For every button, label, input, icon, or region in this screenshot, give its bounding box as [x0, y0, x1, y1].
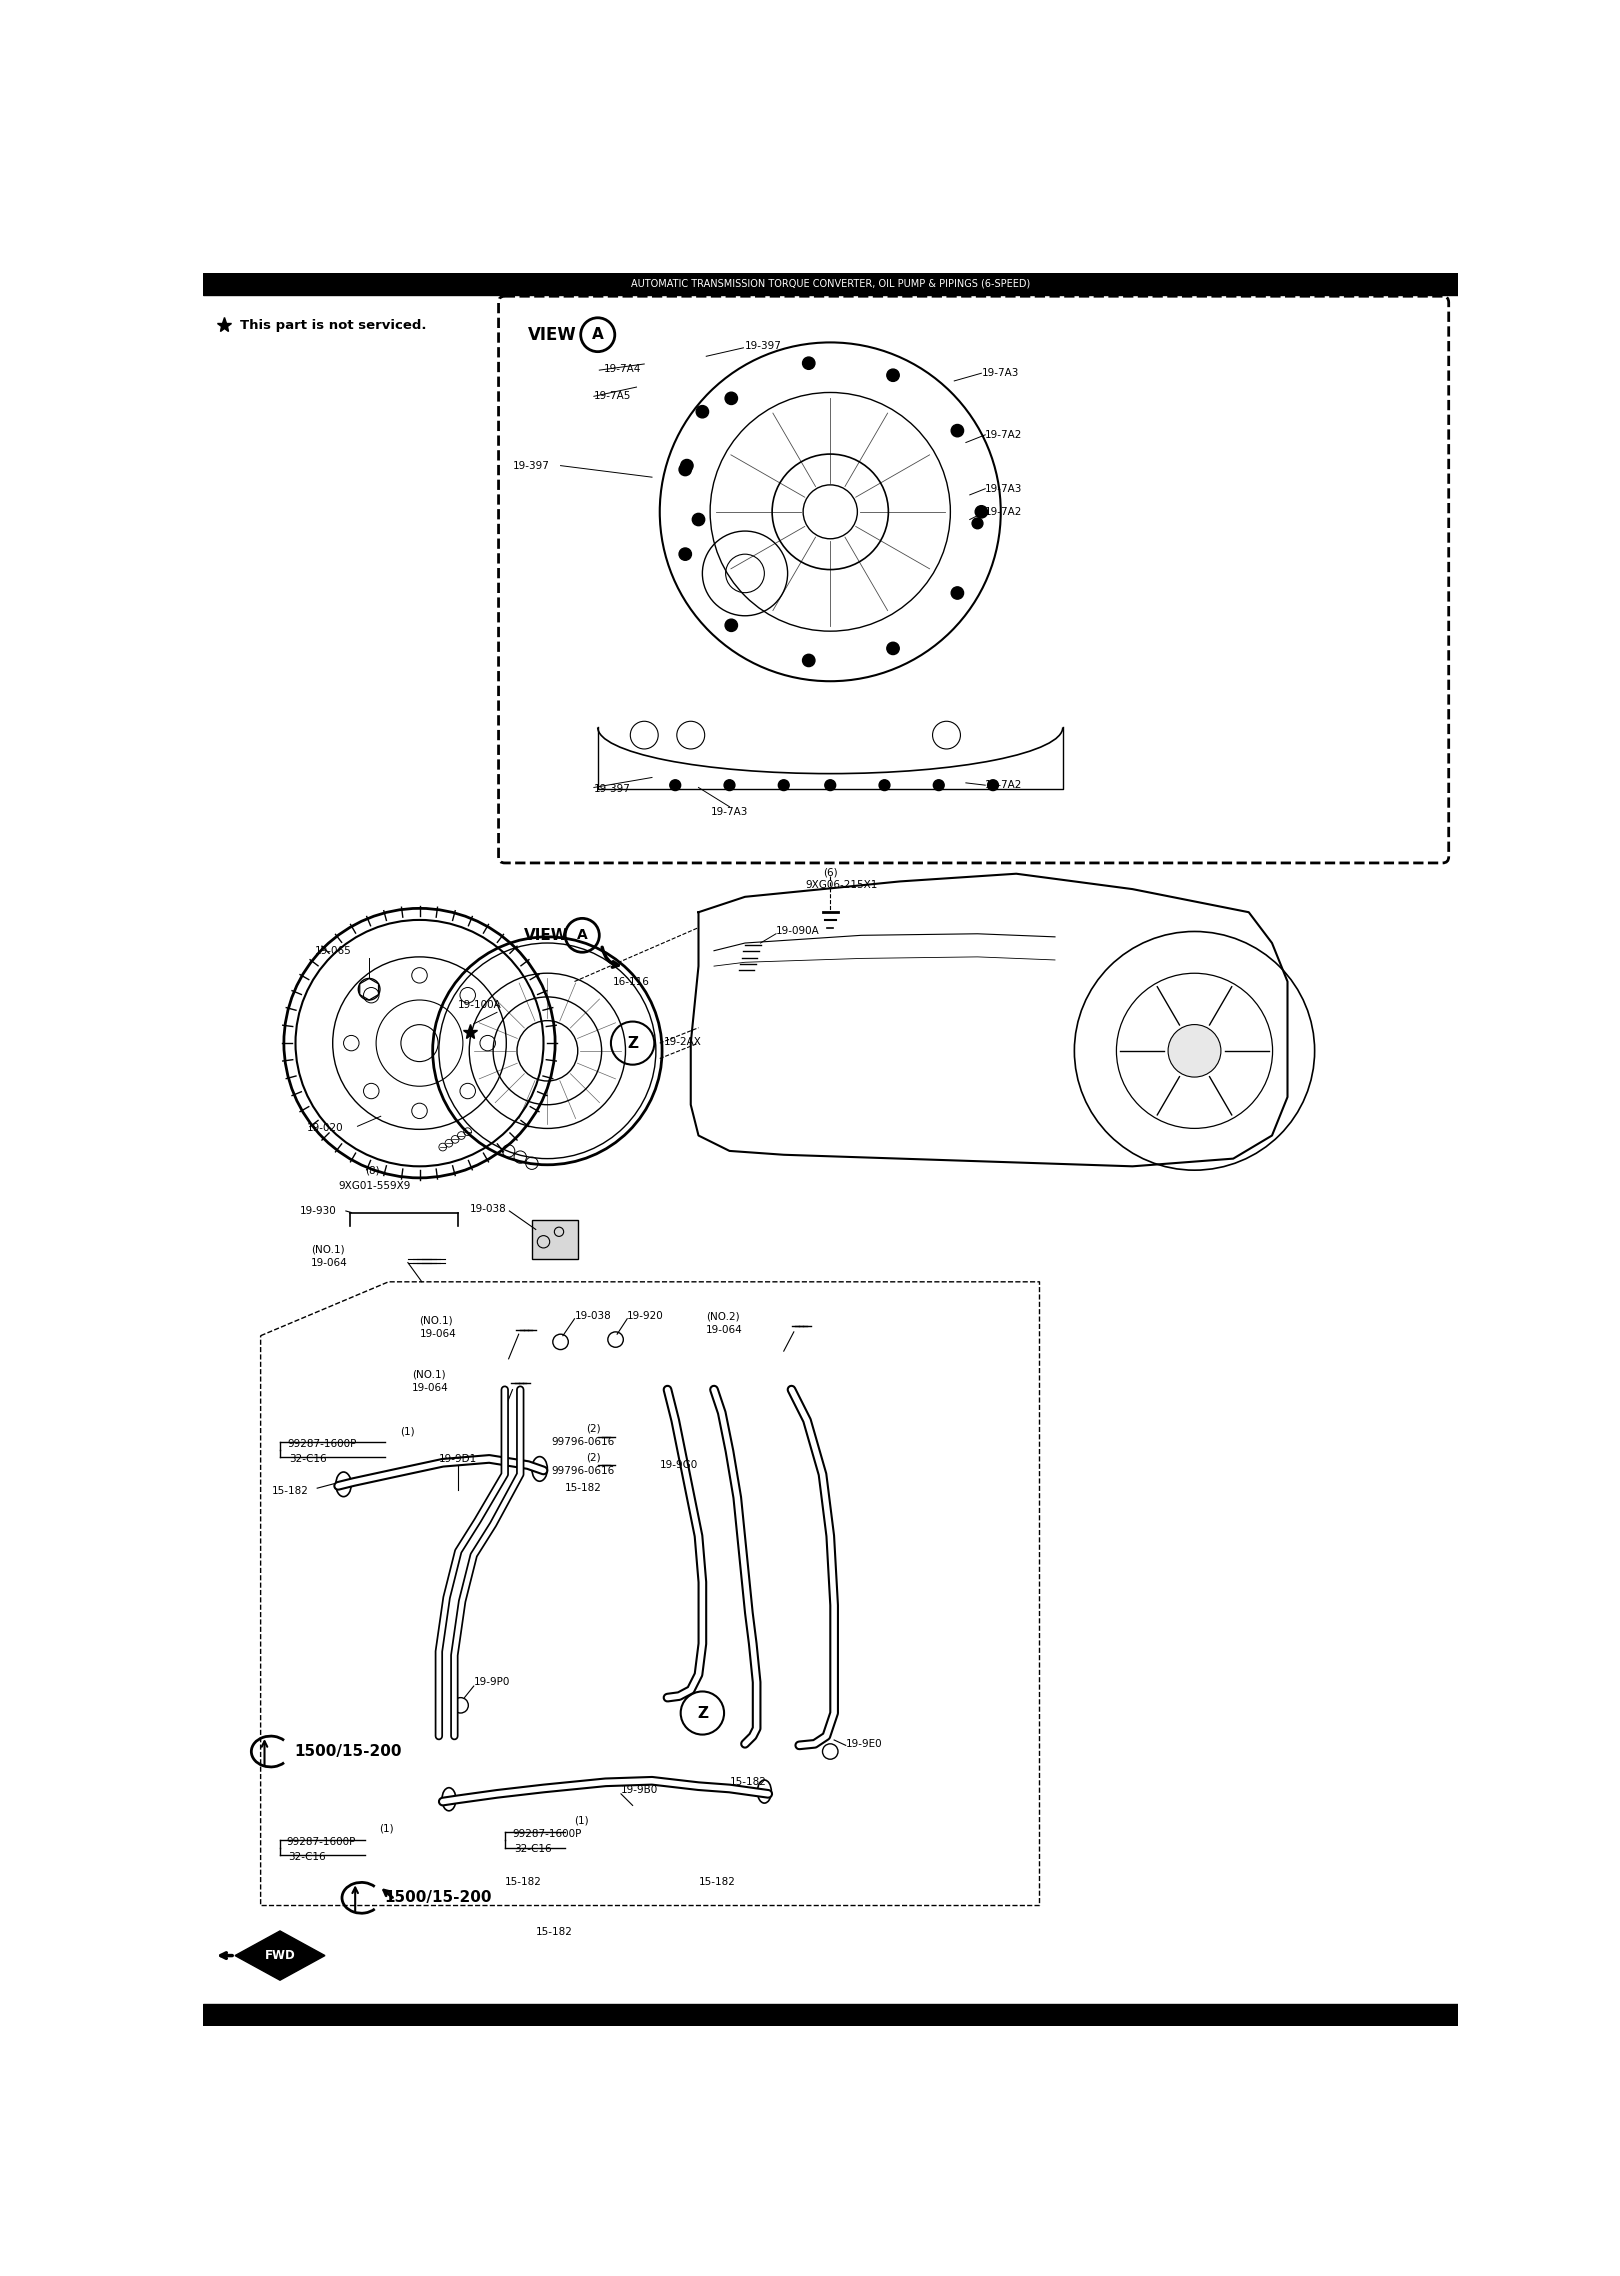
Text: 15-182: 15-182 [536, 1928, 572, 1937]
Text: VIEW: VIEW [528, 325, 577, 344]
Circle shape [880, 781, 889, 790]
Text: 19-7A2: 19-7A2 [985, 508, 1022, 517]
Text: (NO.2): (NO.2) [706, 1311, 740, 1322]
Text: 99796-0616: 99796-0616 [551, 1466, 614, 1477]
Circle shape [1168, 1024, 1221, 1077]
Circle shape [778, 781, 789, 790]
Text: 19-064: 19-064 [420, 1329, 457, 1338]
Text: 19-2AX: 19-2AX [664, 1036, 701, 1047]
Circle shape [726, 619, 737, 630]
Text: (2): (2) [586, 1422, 601, 1434]
Circle shape [802, 653, 815, 667]
Text: (NO.1): (NO.1) [411, 1370, 446, 1379]
Text: 19-7A2: 19-7A2 [985, 781, 1022, 790]
Text: (1): (1) [379, 1823, 394, 1834]
Text: 15-182: 15-182 [565, 1484, 603, 1493]
Text: 19-9B0: 19-9B0 [620, 1784, 658, 1796]
Text: 19-9D1: 19-9D1 [439, 1454, 478, 1463]
Polygon shape [235, 1930, 326, 1980]
Text: 19-397: 19-397 [512, 460, 549, 471]
Circle shape [692, 514, 705, 526]
Text: 19-9G0: 19-9G0 [659, 1461, 698, 1470]
Text: 15-182: 15-182 [272, 1486, 309, 1495]
Text: (1): (1) [400, 1427, 415, 1436]
Circle shape [933, 781, 944, 790]
Circle shape [825, 781, 836, 790]
Circle shape [669, 781, 680, 790]
Text: This part is not serviced.: This part is not serviced. [240, 319, 426, 332]
Text: 1500/15-200: 1500/15-200 [293, 1743, 402, 1759]
Text: (8): (8) [364, 1165, 379, 1174]
Bar [202, 273, 1458, 294]
Text: VIEW: VIEW [525, 929, 569, 942]
Circle shape [951, 587, 964, 599]
Circle shape [679, 464, 692, 476]
Text: 1500/15-200: 1500/15-200 [384, 1891, 492, 1905]
Text: 19-100A: 19-100A [458, 999, 502, 1011]
Text: 19-020: 19-020 [308, 1122, 343, 1133]
Text: 19-064: 19-064 [706, 1325, 744, 1336]
Text: 32-C16: 32-C16 [290, 1454, 327, 1463]
Text: 19-920: 19-920 [627, 1311, 664, 1322]
Text: 15-182: 15-182 [729, 1778, 766, 1787]
Circle shape [802, 357, 815, 369]
Text: 19-397: 19-397 [745, 341, 782, 351]
Text: 15-182: 15-182 [698, 1878, 735, 1887]
Circle shape [886, 369, 899, 382]
Text: 19-9P0: 19-9P0 [473, 1677, 510, 1687]
Text: 19-038: 19-038 [575, 1311, 611, 1322]
Text: 99287-1600P: 99287-1600P [288, 1438, 356, 1448]
Text: 99287-1600P: 99287-1600P [287, 1837, 355, 1846]
Circle shape [679, 549, 692, 560]
Text: 99796-0616: 99796-0616 [551, 1436, 614, 1448]
Text: 19-397: 19-397 [595, 783, 630, 794]
Text: Z: Z [627, 1036, 638, 1052]
Text: 19-930: 19-930 [300, 1206, 335, 1215]
Text: (6): (6) [823, 867, 838, 876]
Text: AUTOMATIC TRANSMISSION TORQUE CONVERTER, OIL PUMP & PIPINGS (6-SPEED): AUTOMATIC TRANSMISSION TORQUE CONVERTER,… [630, 280, 1030, 289]
Text: 99287-1600P: 99287-1600P [512, 1830, 582, 1839]
Circle shape [972, 519, 983, 528]
Text: Z: Z [697, 1705, 708, 1721]
Circle shape [975, 505, 988, 519]
Circle shape [726, 391, 737, 405]
Text: 32-C16: 32-C16 [288, 1853, 326, 1862]
Text: 19-038: 19-038 [470, 1204, 507, 1213]
Text: 9XG01-559X9: 9XG01-559X9 [339, 1181, 410, 1190]
Text: 19-7A3: 19-7A3 [711, 808, 748, 817]
Text: 19-7A5: 19-7A5 [595, 391, 632, 401]
Text: 19-064: 19-064 [311, 1259, 348, 1268]
Text: 19-7A2: 19-7A2 [985, 430, 1022, 439]
Text: 19-065: 19-065 [314, 947, 352, 956]
Text: FWD: FWD [264, 1948, 295, 1962]
Text: (1): (1) [575, 1816, 590, 1825]
Text: (2): (2) [586, 1452, 601, 1463]
Text: 32-C16: 32-C16 [514, 1844, 552, 1855]
Text: 19-7A3: 19-7A3 [982, 369, 1019, 378]
Text: 19-090A: 19-090A [776, 926, 820, 935]
Circle shape [886, 642, 899, 655]
Text: 19-7A4: 19-7A4 [604, 364, 642, 373]
Text: 16-116: 16-116 [614, 976, 650, 986]
Text: (NO.1): (NO.1) [420, 1316, 454, 1325]
Text: A: A [577, 929, 588, 942]
Text: (NO.1): (NO.1) [311, 1245, 345, 1254]
Bar [202, 2005, 1458, 2026]
Bar [531, 1220, 578, 1259]
Text: 19-9E0: 19-9E0 [846, 1739, 883, 1748]
Text: 19-7A3: 19-7A3 [985, 485, 1022, 494]
Text: 19-064: 19-064 [411, 1384, 449, 1393]
Circle shape [680, 460, 693, 471]
Text: 15-182: 15-182 [505, 1878, 541, 1887]
Circle shape [697, 405, 708, 419]
Circle shape [951, 426, 964, 437]
Text: 9XG06-215X1: 9XG06-215X1 [805, 881, 878, 890]
Text: A: A [591, 328, 604, 341]
Circle shape [724, 781, 735, 790]
Circle shape [988, 781, 998, 790]
